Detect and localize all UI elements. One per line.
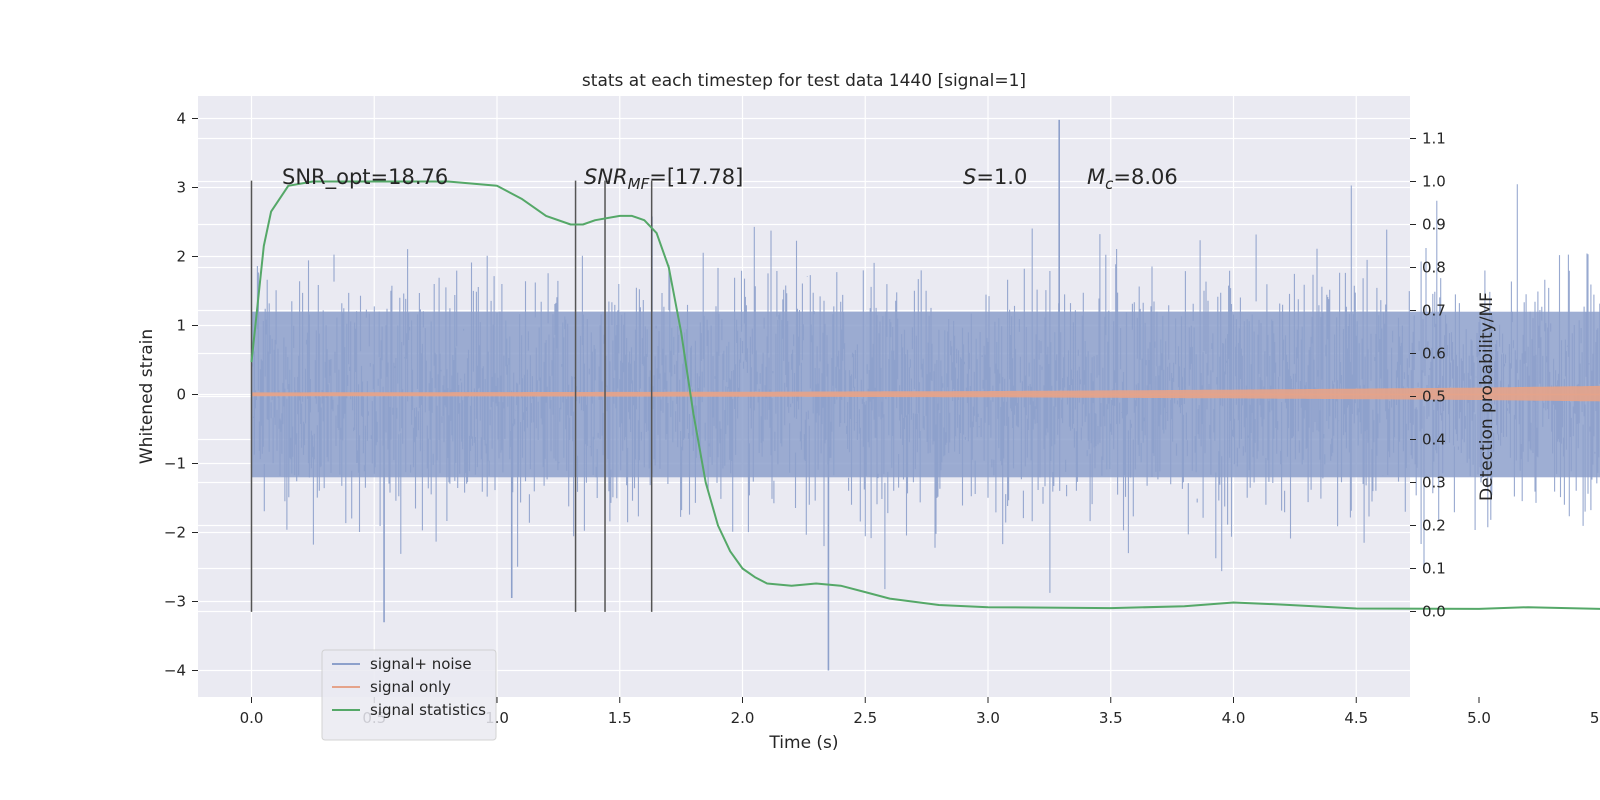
legend-label: signal+ noise	[370, 655, 472, 673]
y-right-tick-label: 1.1	[1422, 130, 1446, 148]
y-left-tick-label: −1	[164, 455, 186, 473]
chart-title: stats at each timestep for test data 144…	[582, 71, 1026, 91]
y-axis-right-ticks: 0.0 0.1 0.2 0.3 0.4 0.5 0.6 0.7 0.8 0.9 1.0 1.1	[1410, 130, 1446, 621]
signal-statistics-line	[250, 180, 1600, 610]
x-tick-label: 5.0	[1467, 709, 1491, 727]
y-right-tick-label: 0.2	[1422, 517, 1446, 535]
y-right-tick-label: 0.9	[1422, 216, 1446, 234]
legend-frame	[321, 649, 497, 741]
y-left-tick-label: 4	[176, 110, 186, 128]
y-left-tick-label: −3	[164, 593, 186, 611]
x-tick-label: 5.5	[1590, 709, 1600, 727]
x-tick-label: 4.0	[1222, 709, 1246, 727]
y-left-tick-label: 0	[176, 386, 186, 404]
vertical-markers	[250, 180, 653, 612]
legend: signal+ noise signal only signal statistic…	[321, 649, 497, 741]
y-left-tick-label: 2	[176, 248, 186, 266]
annotation-mc: Mc=8.06	[1087, 165, 1178, 193]
signal-statistics-series	[250, 180, 1600, 610]
x-tick-label: 2.0	[731, 709, 755, 727]
x-tick-label: 1.5	[608, 709, 632, 727]
y-right-tick-label: 0.7	[1422, 302, 1446, 320]
y-left-tick-label: 3	[176, 179, 186, 197]
y-right-tick-label: 0.4	[1422, 431, 1446, 449]
y-left-tick-label: 1	[176, 317, 186, 335]
y-axis-left-label: Whitened strain	[137, 329, 157, 464]
y-right-tick-label: 0.1	[1422, 560, 1446, 578]
annotation-snr-mf: SNRMF=[17.78]	[584, 165, 743, 193]
signal-only-envelope	[251, 385, 1600, 402]
x-tick-label: 3.0	[976, 709, 1000, 727]
y-right-tick-label: 0.5	[1422, 388, 1446, 406]
legend-label: signal statistics	[370, 701, 486, 719]
signal-only-series	[251, 385, 1600, 402]
x-tick-label: 4.5	[1344, 709, 1368, 727]
y-left-tick-label: −4	[164, 662, 186, 680]
y-axis-left-ticks: −4 −3 −2 −1 0 1 2 3 4	[164, 110, 198, 680]
x-axis-label: Time (s)	[768, 733, 838, 753]
y-right-tick-label: 0.3	[1422, 474, 1446, 492]
y-right-tick-label: 0.8	[1422, 259, 1446, 277]
y-right-tick-label: 1.0	[1422, 173, 1446, 191]
y-right-tick-label: 0.6	[1422, 345, 1446, 363]
y-right-tick-label: 0.0	[1422, 603, 1446, 621]
x-tick-label: 0.0	[240, 709, 264, 727]
y-left-tick-label: −2	[164, 524, 186, 542]
annotations: SNR_opt=18.76 SNRMF=[17.78] S=1.0 Mc=8.0…	[282, 165, 1178, 193]
x-tick-label: 2.5	[853, 709, 877, 727]
annotation-s: S=1.0	[963, 165, 1027, 189]
x-tick-label: 3.5	[1099, 709, 1123, 727]
y-axis-right-label: Detection probability/MF	[1477, 292, 1497, 501]
legend-label: signal only	[370, 678, 451, 696]
annotation-snr-opt: SNR_opt=18.76	[282, 165, 448, 190]
